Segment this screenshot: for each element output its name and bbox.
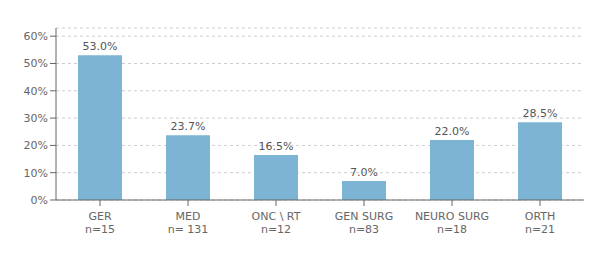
svg-text:30%: 30%: [24, 112, 48, 125]
svg-text:10%: 10%: [24, 167, 48, 180]
svg-text:50%: 50%: [24, 57, 48, 70]
svg-text:GEN SURGn=83: GEN SURGn=83: [335, 210, 393, 236]
svg-text:MEDn= 131: MEDn= 131: [168, 210, 209, 236]
svg-text:16.5%: 16.5%: [259, 140, 294, 153]
svg-text:53.0%: 53.0%: [83, 40, 118, 53]
svg-text:NEURO SURGn=18: NEURO SURGn=18: [415, 210, 489, 236]
svg-text:23.7%: 23.7%: [171, 120, 206, 133]
svg-text:7.0%: 7.0%: [350, 166, 378, 179]
svg-text:60%: 60%: [24, 30, 48, 43]
svg-text:ORTHn=21: ORTHn=21: [525, 210, 556, 236]
svg-text:20%: 20%: [24, 139, 48, 152]
svg-text:22.0%: 22.0%: [435, 125, 470, 138]
svg-text:40%: 40%: [24, 85, 48, 98]
svg-text:GERn=15: GERn=15: [85, 210, 115, 236]
svg-text:ONC \ RTn=12: ONC \ RTn=12: [252, 210, 301, 236]
svg-text:0%: 0%: [31, 194, 48, 207]
svg-text:28.5%: 28.5%: [523, 107, 558, 120]
